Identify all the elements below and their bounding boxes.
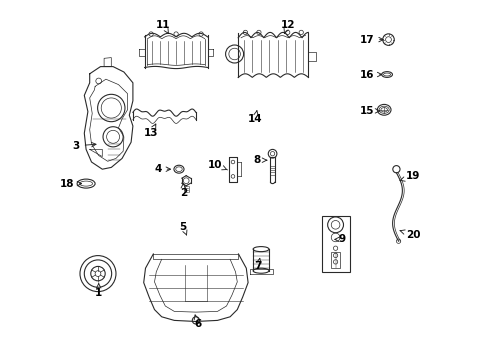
Text: 1: 1 (95, 283, 102, 298)
Text: 2: 2 (179, 184, 186, 198)
Text: 14: 14 (247, 111, 262, 124)
Text: 3: 3 (72, 141, 96, 151)
Text: 17: 17 (359, 35, 383, 45)
Text: 19: 19 (399, 171, 419, 181)
Text: 15: 15 (359, 106, 379, 116)
Text: 8: 8 (253, 155, 266, 165)
Text: 9: 9 (334, 234, 345, 244)
Bar (321, 216, 349, 271)
Text: 5: 5 (179, 222, 186, 235)
Bar (330, 252, 339, 268)
Text: 12: 12 (280, 20, 294, 33)
Text: 4: 4 (154, 164, 170, 174)
Text: 20: 20 (399, 230, 419, 240)
Text: 7: 7 (254, 258, 262, 271)
Text: 11: 11 (156, 20, 170, 33)
Text: 10: 10 (207, 159, 227, 170)
Text: 16: 16 (359, 69, 381, 80)
Text: 18: 18 (60, 179, 81, 189)
Text: 13: 13 (143, 124, 158, 138)
Text: 6: 6 (194, 315, 201, 329)
